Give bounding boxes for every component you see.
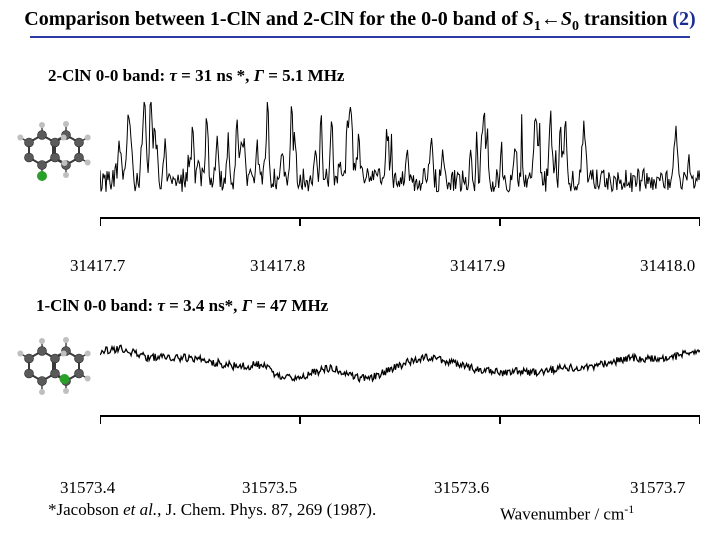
page-root: Comparison between 1-ClN and 2-ClN for t…: [0, 0, 720, 540]
molecule-1cln: [8, 326, 100, 407]
ref-etal: et al.: [123, 500, 157, 519]
title-arrow: ←: [541, 8, 561, 30]
panel2-cap-prefix: 1-ClN 0-0 band:: [36, 296, 157, 315]
gamma-symbol-2: Γ: [242, 296, 252, 315]
spectrum-1cln: [100, 318, 700, 428]
tau-symbol-1: τ: [169, 66, 177, 85]
gamma-text-2: = 47 MHz: [252, 296, 328, 315]
xunit-label: Wavenumber / cm: [500, 505, 624, 524]
tau-symbol-2: τ: [157, 296, 165, 315]
title-s1: S: [523, 8, 534, 30]
title-sub0: 0: [572, 19, 579, 34]
spectrum-2cln: [100, 100, 700, 228]
axis-tick-label: 31418.0: [640, 256, 695, 276]
title-suffix: transition: [579, 8, 672, 30]
reference-citation: *Jacobson et al., J. Chem. Phys. 87, 269…: [48, 500, 376, 520]
tau-text-2: = 3.4 ns*,: [165, 296, 242, 315]
axis-tick-label: 31573.7: [630, 478, 685, 498]
gamma-text-1: = 5.1 MHz: [264, 66, 345, 85]
axis-tick-label: 31573.4: [60, 478, 115, 498]
gamma-symbol-1: Γ: [254, 66, 264, 85]
title-prefix: Comparison between 1-ClN and 2-ClN for t…: [24, 8, 523, 30]
axis-tick-label: 31417.9: [450, 256, 505, 276]
panel2-caption: 1-ClN 0-0 band: τ = 3.4 ns*, Γ = 47 MHz: [36, 296, 328, 316]
x-axis-unit: Wavenumber / cm-1: [500, 502, 634, 525]
xunit-sup: -1: [624, 502, 634, 516]
ref-after: , J. Chem. Phys. 87, 269 (1987).: [157, 500, 376, 519]
title-sub1: 1: [534, 19, 541, 34]
title-s0: S: [561, 8, 572, 30]
title-trailing: (2): [672, 8, 695, 30]
molecule-2cln: [8, 110, 100, 191]
panel1-caption: 2-ClN 0-0 band: τ = 31 ns *, Γ = 5.1 MHz: [48, 66, 344, 86]
page-title: Comparison between 1-ClN and 2-ClN for t…: [0, 8, 720, 35]
ref-before: *Jacobson: [48, 500, 123, 519]
panel1-cap-prefix: 2-ClN 0-0 band:: [48, 66, 169, 85]
axis-tick-label: 31417.8: [250, 256, 305, 276]
axis-tick-label: 31417.7: [70, 256, 125, 276]
tau-text-1: = 31 ns *,: [177, 66, 254, 85]
axis-tick-label: 31573.5: [242, 478, 297, 498]
title-underline: [30, 36, 690, 38]
axis-tick-label: 31573.6: [434, 478, 489, 498]
